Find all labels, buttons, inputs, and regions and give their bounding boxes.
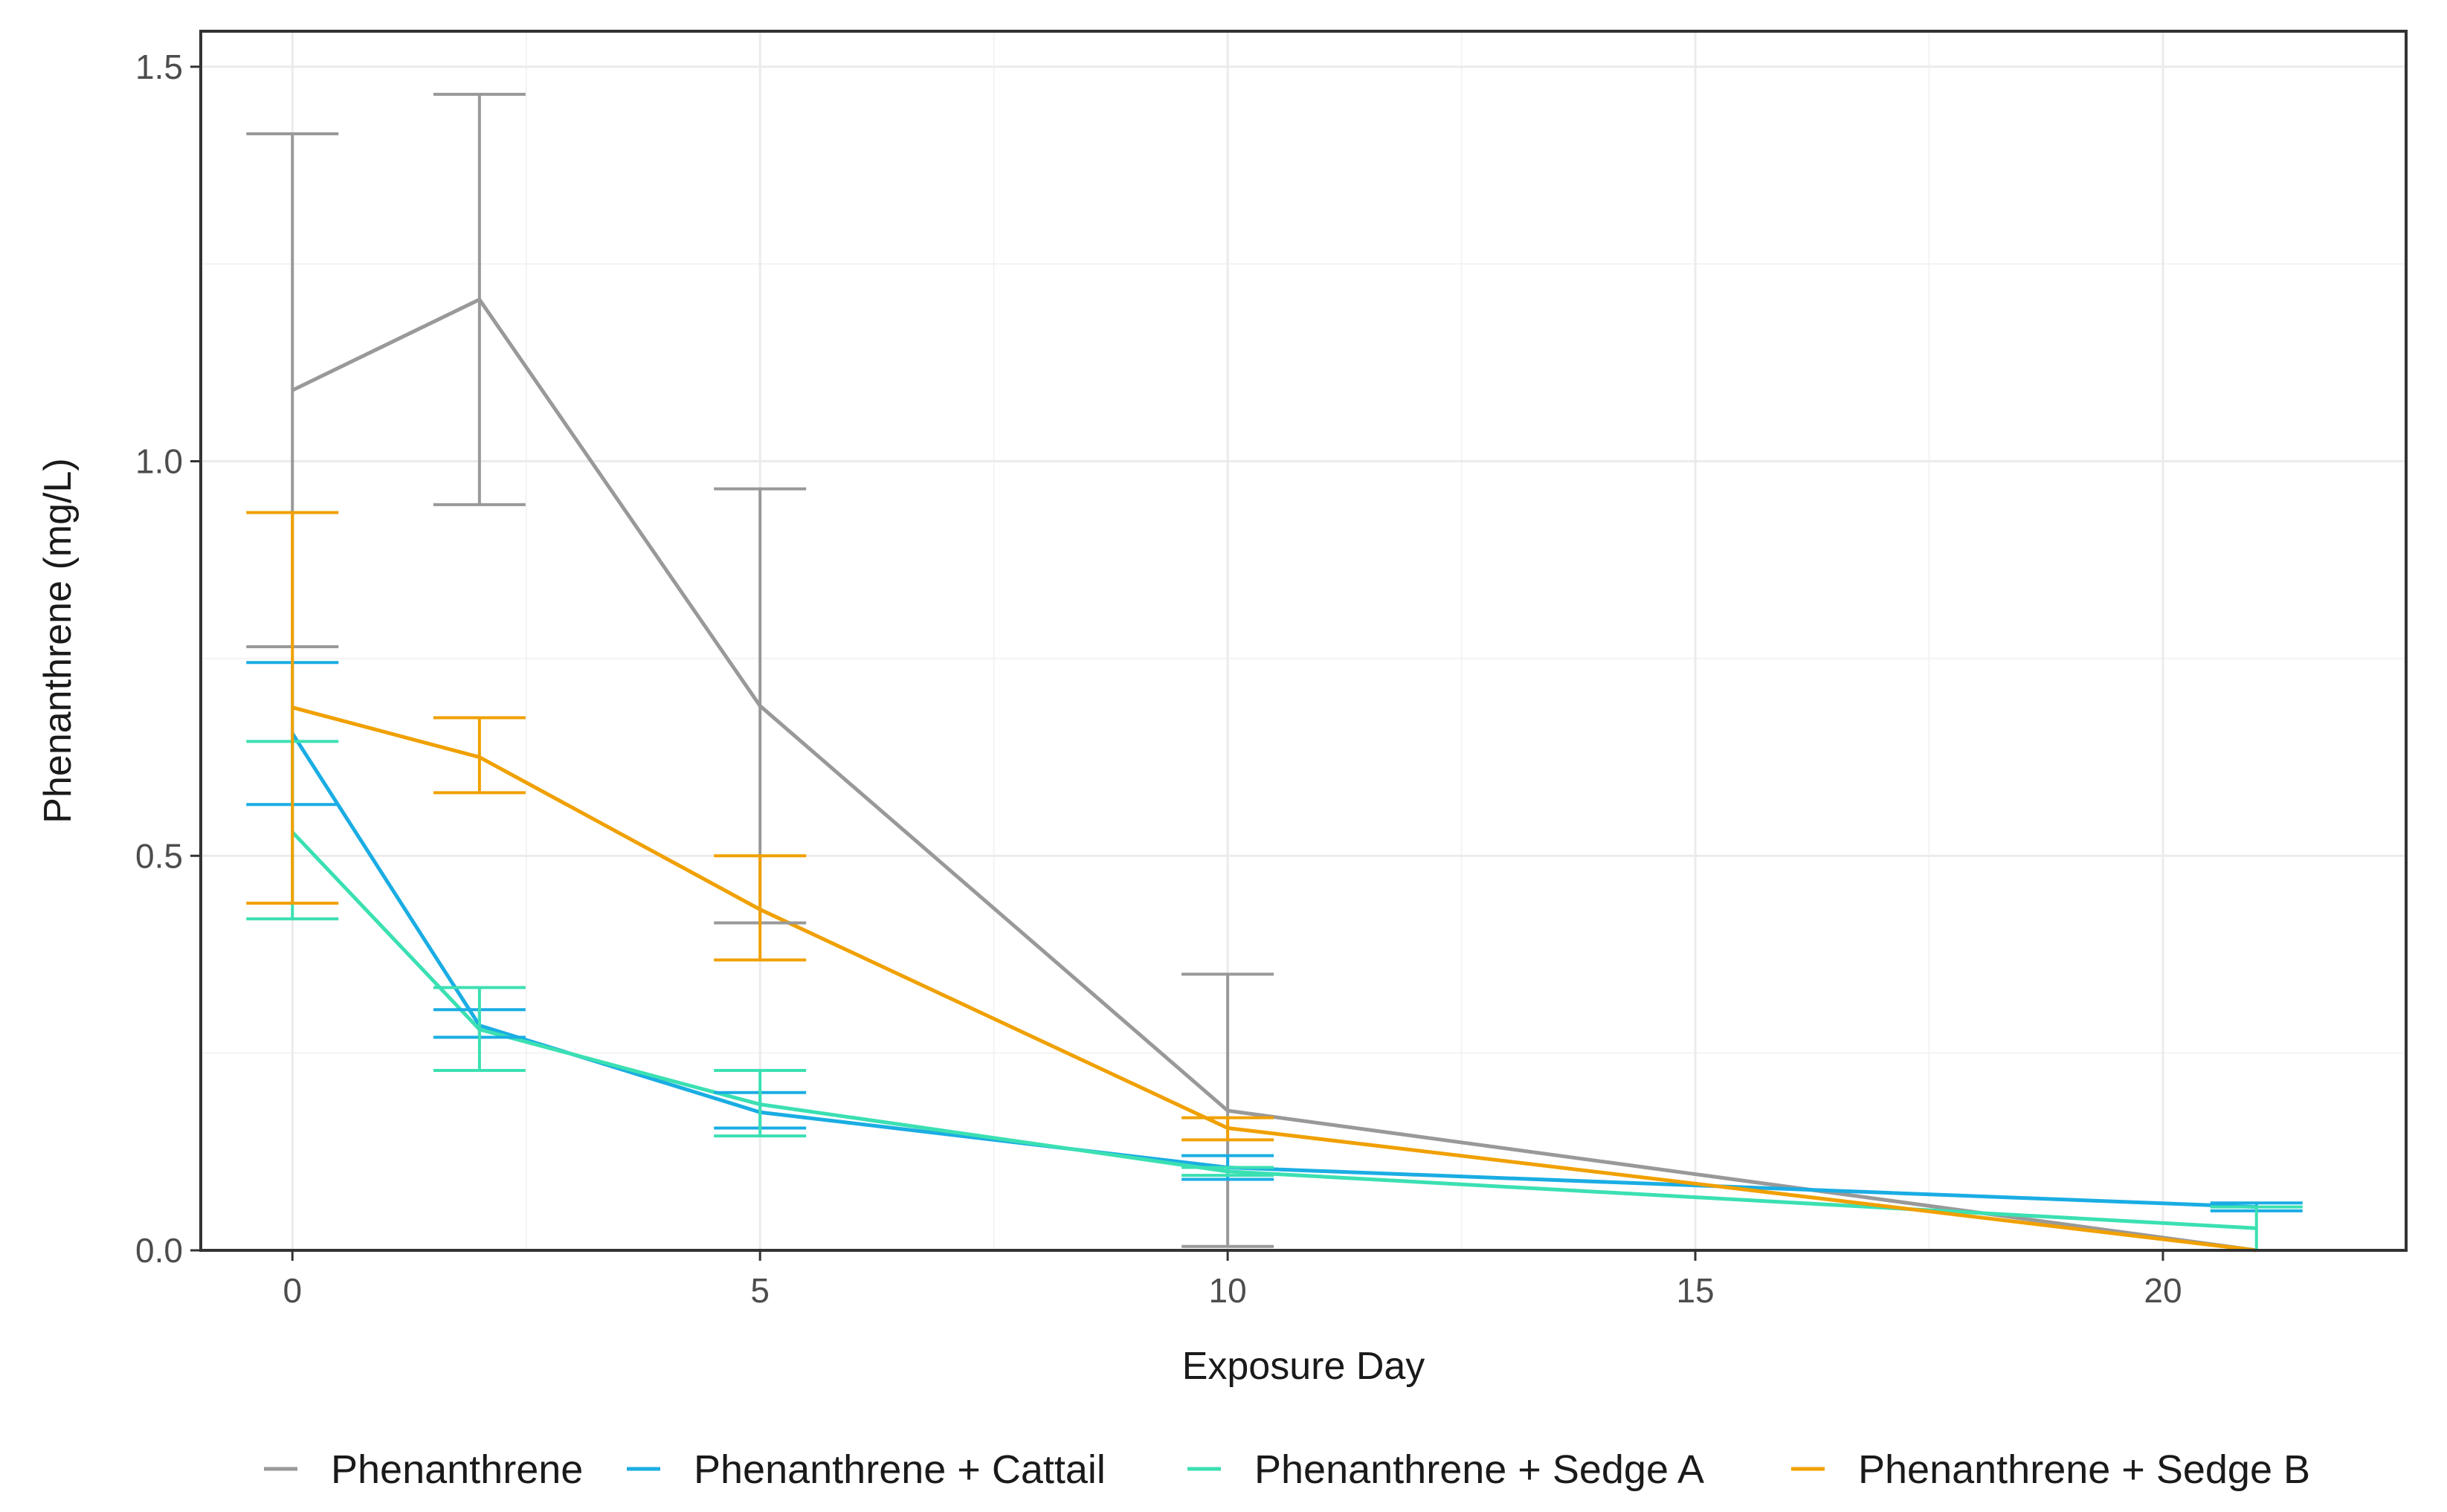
legend-label: Phenanthrene + Sedge B — [1858, 1447, 2310, 1492]
x-tick-label: 20 — [2144, 1271, 2182, 1310]
y-tick-label: 0.0 — [135, 1231, 183, 1270]
y-axis: 0.0 0.5 1.0 1.5 — [135, 48, 201, 1270]
legend-label: Phenanthrene + Sedge A — [1254, 1447, 1704, 1492]
y-tick-label: 1.5 — [135, 48, 183, 86]
legend-label: Phenanthrene + Cattail — [694, 1447, 1106, 1492]
legend-item: Phenanthrene + Sedge A — [1187, 1447, 1704, 1492]
y-tick-label: 1.0 — [135, 442, 183, 481]
x-axis-title: Exposure Day — [1182, 1345, 1425, 1388]
legend-item: Phenanthrene + Cattail — [627, 1447, 1106, 1492]
legend-item: Phenanthrene + Sedge B — [1791, 1447, 2310, 1492]
x-tick-label: 15 — [1676, 1271, 1714, 1310]
y-axis-title: Phenanthrene (mg/L) — [36, 458, 80, 823]
legend-label: Phenanthrene — [331, 1447, 583, 1492]
legend-item: Phenanthrene — [264, 1447, 583, 1492]
plot-panel-border — [199, 30, 2408, 1252]
error-bar-group — [246, 92, 2303, 1252]
error-bars — [246, 92, 2303, 1252]
x-tick-label: 10 — [1209, 1271, 1247, 1310]
x-tick-label: 0 — [283, 1271, 302, 1310]
y-tick-label: 0.5 — [135, 836, 183, 875]
x-tick-label: 5 — [750, 1271, 770, 1310]
legend: Phenanthrene Phenanthrene + Cattail Phenan… — [264, 1447, 2310, 1492]
x-axis: 0 5 10 15 20 — [283, 1250, 2182, 1310]
